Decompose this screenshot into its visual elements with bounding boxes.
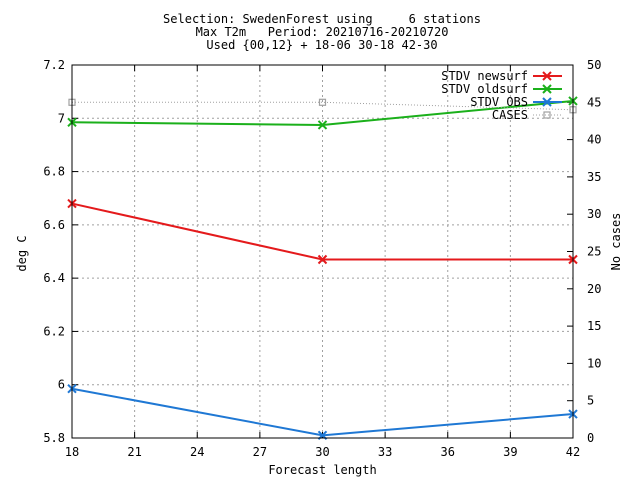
y2-tick-label: 5 [587, 394, 594, 408]
chart-title-line: Used {00,12} + 18-06 30-18 42-30 [206, 38, 437, 52]
x-tick-label: 24 [190, 445, 204, 459]
data-point [318, 98, 327, 106]
y2-tick-label: 35 [587, 170, 601, 184]
data-point [317, 120, 328, 130]
legend-item: STDV OBS [470, 95, 562, 109]
series-layer [67, 96, 578, 441]
y-tick-label: 6.2 [43, 324, 65, 338]
x-tick-label: 18 [65, 445, 79, 459]
x-tick-label: 33 [378, 445, 392, 459]
y2-tick-label: 25 [587, 245, 601, 259]
y-axis-ticks: 5.8 6 6.2 6.4 6.6 6.8 7 7.2 [43, 58, 78, 445]
legend-label: STDV newsurf [441, 69, 528, 83]
series-stdv-newsurf [67, 198, 578, 265]
y-tick-label: 6.6 [43, 218, 65, 232]
series-line [72, 101, 574, 111]
y2-tick-label: 0 [587, 431, 594, 445]
y2-tick-label: 20 [587, 282, 601, 296]
y2-tick-label: 50 [587, 58, 601, 72]
y2-tick-label: 30 [587, 207, 601, 221]
data-point [542, 97, 552, 107]
legend-label: CASES [492, 108, 528, 122]
y-tick-label: 7.2 [43, 58, 65, 72]
x-tick-label: 21 [127, 445, 141, 459]
legend-label: STDV OBS [470, 95, 528, 109]
chart-title: Selection: SwedenForest using 6 stations… [163, 12, 481, 52]
y2-tick-label: 15 [587, 319, 601, 333]
y2-axis-label: No cases [609, 213, 623, 271]
x-tick-label: 27 [253, 445, 267, 459]
y-tick-label: 6 [58, 378, 65, 392]
chart-title-line: Max T2m Period: 20210716-20210720 [196, 25, 449, 39]
data-point [543, 111, 551, 119]
x-tick-label: 39 [503, 445, 517, 459]
data-point [542, 71, 552, 81]
x-tick-label: 36 [441, 445, 455, 459]
x-axis-ticks: 18 21 24 27 30 33 36 39 42 [65, 65, 580, 459]
plot-frame [71, 64, 574, 439]
y2-axis-ticks: 0 5 10 15 20 25 30 35 40 45 50 [567, 58, 601, 445]
legend-label: STDV oldsurf [441, 82, 528, 96]
data-point [542, 84, 552, 94]
x-axis-label: Forecast length [268, 463, 376, 477]
grid [72, 65, 573, 438]
y-tick-label: 6.8 [43, 165, 65, 179]
y-tick-label: 6.4 [43, 271, 65, 285]
y-tick-label: 5.8 [43, 431, 65, 445]
chart-title-line: Selection: SwedenForest using 6 stations [163, 12, 481, 26]
y2-tick-label: 45 [587, 95, 601, 109]
y2-tick-label: 10 [587, 356, 601, 370]
x-tick-label: 42 [566, 445, 580, 459]
legend-item: STDV oldsurf [441, 82, 562, 96]
y-tick-label: 7 [58, 111, 65, 125]
data-point [317, 254, 328, 265]
legend-item: CASES [492, 108, 562, 122]
y2-tick-label: 40 [587, 133, 601, 147]
y-axis-label: deg C [15, 235, 29, 271]
legend-item: STDV newsurf [441, 69, 562, 83]
x-tick-label: 30 [315, 445, 329, 459]
